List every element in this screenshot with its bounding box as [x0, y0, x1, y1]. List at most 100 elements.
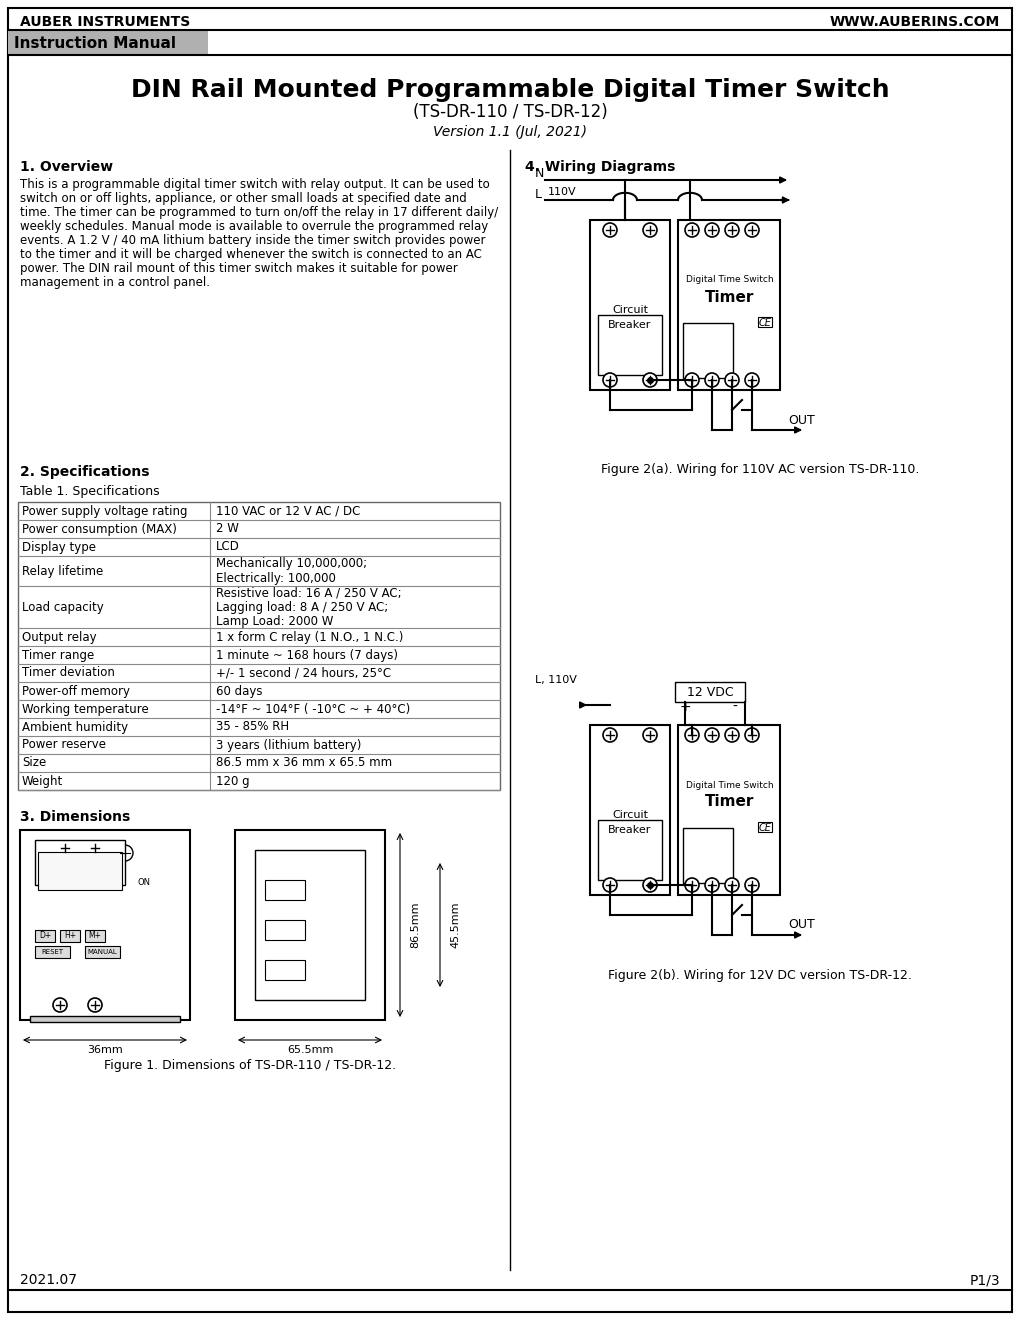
Bar — [265, 880, 305, 900]
Circle shape — [602, 729, 616, 742]
Bar — [35, 931, 55, 942]
Text: WWW.AUBERINS.COM: WWW.AUBERINS.COM — [828, 15, 999, 29]
Text: 3. Dimensions: 3. Dimensions — [20, 810, 130, 824]
Bar — [85, 946, 120, 958]
Text: Weight: Weight — [22, 775, 63, 788]
Text: 2. Specifications: 2. Specifications — [20, 465, 150, 479]
Text: Digital Time Switch: Digital Time Switch — [686, 780, 773, 789]
Text: Digital Time Switch: Digital Time Switch — [686, 276, 773, 285]
Text: DIN Rail Mounted Programmable Digital Timer Switch: DIN Rail Mounted Programmable Digital Ti… — [130, 78, 889, 102]
Circle shape — [602, 878, 616, 892]
Bar — [757, 822, 771, 832]
Circle shape — [744, 223, 758, 238]
Bar — [255, 850, 365, 1001]
Circle shape — [642, 729, 656, 742]
Bar — [60, 931, 79, 942]
Bar — [35, 840, 125, 884]
Circle shape — [744, 878, 758, 892]
Text: Instruction Manual: Instruction Manual — [14, 37, 176, 51]
Text: Breaker: Breaker — [607, 825, 651, 836]
Bar — [589, 220, 669, 389]
Text: Load capacity: Load capacity — [22, 601, 104, 614]
Text: 1. Overview: 1. Overview — [20, 160, 113, 174]
Bar — [678, 725, 780, 895]
Bar — [35, 946, 70, 958]
Circle shape — [725, 223, 739, 238]
Circle shape — [685, 223, 698, 238]
Bar — [678, 220, 780, 389]
Circle shape — [725, 878, 739, 892]
Circle shape — [704, 223, 718, 238]
Text: 45.5mm: 45.5mm — [449, 902, 460, 948]
Circle shape — [58, 841, 72, 855]
Text: M+: M+ — [89, 932, 102, 940]
Text: Timer deviation: Timer deviation — [22, 667, 115, 680]
Text: Power consumption (MAX): Power consumption (MAX) — [22, 523, 176, 536]
Text: 120 g: 120 g — [216, 775, 250, 788]
Text: 36mm: 36mm — [87, 1045, 122, 1055]
Circle shape — [725, 374, 739, 387]
Text: 3 years (lithium battery): 3 years (lithium battery) — [216, 738, 361, 751]
Text: 12 VDC: 12 VDC — [686, 685, 733, 698]
Text: Electrically: 100,000: Electrically: 100,000 — [216, 572, 335, 585]
Text: Power supply voltage rating: Power supply voltage rating — [22, 504, 187, 517]
Bar — [597, 315, 661, 375]
Text: Timer: Timer — [704, 289, 754, 305]
Text: Figure 2(b). Wiring for 12V DC version TS-DR-12.: Figure 2(b). Wiring for 12V DC version T… — [607, 969, 911, 982]
Bar — [683, 323, 733, 378]
Circle shape — [685, 878, 698, 892]
Text: Version 1.1 (Jul, 2021): Version 1.1 (Jul, 2021) — [433, 125, 586, 139]
Text: Lagging load: 8 A / 250 V AC;: Lagging load: 8 A / 250 V AC; — [216, 601, 388, 614]
Text: 2 W: 2 W — [216, 523, 238, 536]
Text: OUT: OUT — [788, 919, 814, 932]
Bar — [597, 820, 661, 880]
Text: This is a programmable digital timer switch with relay output. It can be used to: This is a programmable digital timer swi… — [20, 178, 489, 191]
Text: MANUAL: MANUAL — [87, 949, 117, 954]
Text: Size: Size — [22, 756, 46, 770]
Text: N: N — [535, 168, 544, 180]
Circle shape — [642, 374, 656, 387]
Text: 1 x form C relay (1 N.O., 1 N.C.): 1 x form C relay (1 N.O., 1 N.C.) — [216, 631, 403, 644]
Text: Breaker: Breaker — [607, 319, 651, 330]
Circle shape — [88, 841, 102, 855]
Text: 60 days: 60 days — [216, 685, 262, 697]
Text: 86.5mm: 86.5mm — [410, 902, 420, 948]
Circle shape — [642, 878, 656, 892]
Text: L, 110V: L, 110V — [535, 675, 577, 685]
Text: +/- 1 second / 24 hours, 25°C: +/- 1 second / 24 hours, 25°C — [216, 667, 390, 680]
Circle shape — [744, 374, 758, 387]
Text: switch on or off lights, appliance, or other small loads at specified date and: switch on or off lights, appliance, or o… — [20, 191, 467, 205]
Bar — [30, 1016, 179, 1022]
Circle shape — [642, 223, 656, 238]
Circle shape — [704, 878, 718, 892]
Circle shape — [602, 223, 616, 238]
Text: RESET: RESET — [41, 949, 63, 954]
Text: Power-off memory: Power-off memory — [22, 685, 129, 697]
Text: AUBER INSTRUMENTS: AUBER INSTRUMENTS — [20, 15, 191, 29]
Text: management in a control panel.: management in a control panel. — [20, 276, 210, 289]
Text: Working temperature: Working temperature — [22, 702, 149, 715]
Bar — [675, 682, 744, 702]
Bar — [18, 502, 499, 789]
Bar — [265, 960, 305, 979]
Text: 110V: 110V — [547, 187, 576, 197]
Bar — [85, 931, 105, 942]
Bar — [38, 851, 122, 890]
Text: power. The DIN rail mount of this timer switch makes it suitable for power: power. The DIN rail mount of this timer … — [20, 261, 458, 275]
Bar — [8, 30, 208, 55]
Text: Lamp Load: 2000 W: Lamp Load: 2000 W — [216, 615, 333, 627]
Text: 35 - 85% RH: 35 - 85% RH — [216, 721, 288, 734]
Text: Circuit: Circuit — [611, 305, 647, 315]
Text: Timer: Timer — [704, 795, 754, 809]
Bar — [757, 317, 771, 327]
Text: -: - — [732, 700, 737, 714]
Text: LCD: LCD — [216, 540, 239, 553]
Text: CE: CE — [758, 822, 770, 833]
Text: events. A 1.2 V / 40 mA lithium battery inside the timer switch provides power: events. A 1.2 V / 40 mA lithium battery … — [20, 234, 485, 247]
Text: Timer range: Timer range — [22, 648, 94, 661]
Text: Ambient humidity: Ambient humidity — [22, 721, 128, 734]
Text: Output relay: Output relay — [22, 631, 97, 644]
Circle shape — [53, 998, 67, 1012]
Bar — [234, 830, 384, 1020]
Text: CE: CE — [758, 318, 770, 327]
